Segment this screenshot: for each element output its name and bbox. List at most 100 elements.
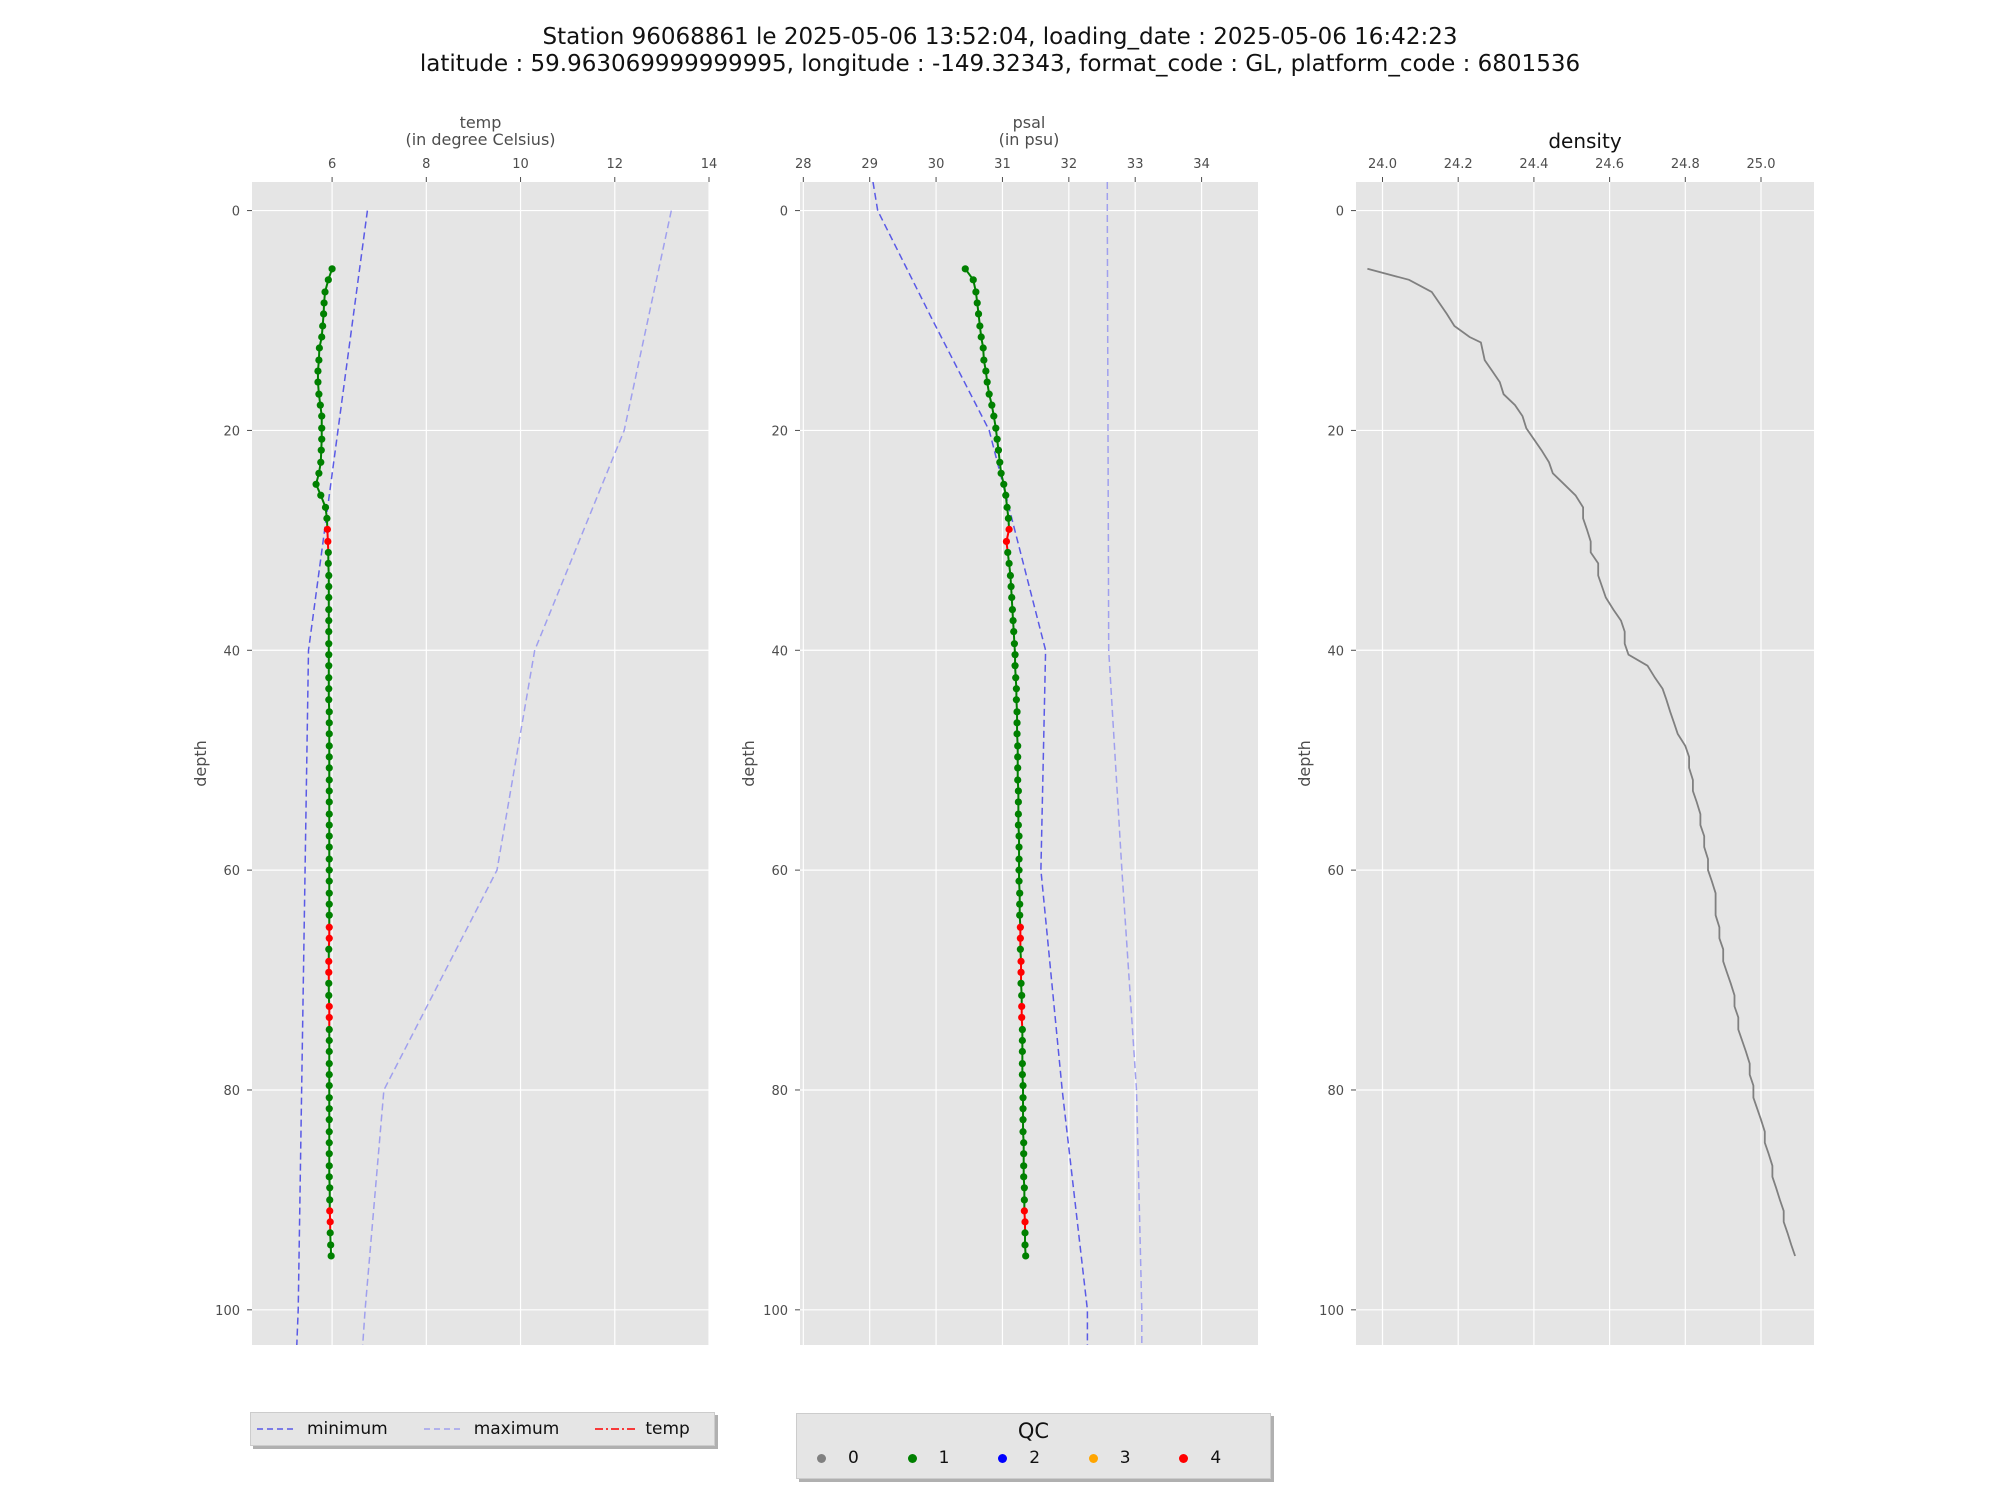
qc-item-1: 1 xyxy=(907,1448,999,1468)
psal-ytick-label: 80 xyxy=(771,1084,788,1099)
psal-profile-point xyxy=(982,367,990,375)
psal-profile-point xyxy=(969,276,977,284)
qc-label-2: 2 xyxy=(1029,1448,1041,1468)
temp-profile-point xyxy=(325,708,333,716)
psal-profile-point xyxy=(974,310,983,318)
psal-profile-point xyxy=(1006,571,1015,580)
temp-ylabel: depth xyxy=(191,740,210,787)
temp-profile-point xyxy=(325,753,333,761)
density-ytick-label: 20 xyxy=(1327,424,1344,439)
temp-profile-point xyxy=(325,730,333,738)
psal-profile-point xyxy=(1014,787,1022,795)
temp-profile-point xyxy=(318,435,326,443)
psal-profile-point xyxy=(1013,708,1021,716)
density-ytick-label: 40 xyxy=(1327,644,1344,659)
temp-profile-point xyxy=(317,491,325,499)
temp-profile-point xyxy=(325,1173,333,1181)
qc-dot-2 xyxy=(998,1453,1008,1463)
temp-profile-point xyxy=(318,424,326,432)
temp-profile-point xyxy=(325,1105,333,1113)
temp-profile-point xyxy=(325,979,333,987)
temp-profile-point xyxy=(325,606,333,614)
psal-profile-point xyxy=(1021,1241,1029,1249)
temp-profile-point xyxy=(325,1150,333,1158)
figure-title: Station 96068861 le 2025-05-06 13:52:04,… xyxy=(0,24,2000,78)
temp-ytick-label: 20 xyxy=(223,424,240,439)
psal-profile-point xyxy=(1015,843,1023,851)
psal-ytick-label: 100 xyxy=(763,1304,788,1319)
temp-profile-point xyxy=(315,390,323,398)
psal-profile-point xyxy=(1008,606,1017,614)
density-xtick-label: 25.0 xyxy=(1747,157,1776,172)
temp-profile-point xyxy=(325,1013,333,1022)
psal-profile-point xyxy=(1003,503,1011,511)
temp-profile-point xyxy=(325,934,333,942)
psal-profile-point xyxy=(980,356,988,364)
temp-profile-point xyxy=(325,843,333,851)
temp-profile-point xyxy=(325,719,333,727)
temp-profile-point xyxy=(325,1070,333,1079)
psal-profile-point xyxy=(1019,1094,1027,1102)
temp-profile-point xyxy=(320,310,328,318)
legend-item-maximum: maximum xyxy=(423,1419,559,1439)
psal-xlabel-line-1: (in psu) xyxy=(999,130,1060,149)
temp-ytick-label: 80 xyxy=(223,1084,240,1099)
psal-xtick-label: 29 xyxy=(861,157,878,172)
temp-profile-point xyxy=(325,877,333,885)
density-ylabel: depth xyxy=(1295,740,1314,787)
psal-profile-point xyxy=(1020,1162,1028,1170)
psal-ytick-label: 0 xyxy=(780,205,788,220)
temp-profile-point xyxy=(325,685,333,693)
lines-legend: minimum maximum temp xyxy=(250,1412,715,1446)
temp-profile-point xyxy=(325,1139,333,1147)
temp-profile-point xyxy=(325,776,333,784)
psal-profile-point xyxy=(1018,1036,1026,1045)
temp-xtick-label: 10 xyxy=(512,157,529,172)
psal-xtick-label: 32 xyxy=(1061,157,1078,172)
psal-profile-point xyxy=(1013,730,1021,738)
temp-profile-point xyxy=(323,525,331,533)
temp-profile-point xyxy=(325,957,333,965)
density-ytick-label: 60 xyxy=(1327,864,1344,879)
temp-profile-point xyxy=(316,401,324,409)
psal-profile-point xyxy=(1010,640,1018,648)
psal-profile-point xyxy=(1014,764,1022,772)
temp-xtick-label: 14 xyxy=(701,157,718,172)
psal-profile-point xyxy=(997,469,1005,477)
psal-ytick-label: 60 xyxy=(771,864,788,879)
density-xtick-label: 24.2 xyxy=(1444,157,1473,172)
density-xtick-label: 24.4 xyxy=(1519,157,1548,172)
psal-profile-point xyxy=(1020,1173,1028,1181)
psal-xtick-label: 34 xyxy=(1193,157,1210,172)
temp-profile-point xyxy=(325,651,333,659)
psal-profile-point xyxy=(977,333,985,341)
temp-profile-point xyxy=(325,616,333,625)
temp-profile-point xyxy=(314,378,322,386)
density-title: density xyxy=(1548,129,1621,153)
temp-profile-point xyxy=(325,696,333,704)
psal-profile-point xyxy=(1012,674,1020,682)
psal-plot-area xyxy=(800,182,1258,1345)
temp-profile-point xyxy=(324,276,332,284)
temp-profile-point xyxy=(325,1036,333,1045)
psal-minimum-line xyxy=(872,182,1089,1345)
temp-profile-point xyxy=(325,923,333,931)
psal-profile-point xyxy=(992,424,1000,432)
psal-profile-point xyxy=(1019,1116,1027,1124)
psal-profile-point xyxy=(985,390,993,398)
temp-profile-point xyxy=(318,412,326,420)
psal-profile-point xyxy=(1018,1025,1026,1034)
psal-xtick-label: 30 xyxy=(928,157,945,172)
qc-label-4: 4 xyxy=(1210,1448,1222,1468)
temp-profile-point xyxy=(325,1059,333,1068)
temp-profile-point xyxy=(325,662,333,670)
temp-profile-point xyxy=(325,764,333,772)
psal-profile-point xyxy=(1016,945,1024,953)
temp-profile-point xyxy=(324,559,332,568)
temp-profile-point xyxy=(326,1184,334,1192)
temp-profile-point xyxy=(319,322,327,330)
psal-profile-point xyxy=(1018,1059,1026,1068)
psal-profile-point xyxy=(1016,889,1024,897)
psal-profile-point xyxy=(993,435,1001,443)
psal-profile-point xyxy=(1015,877,1023,885)
